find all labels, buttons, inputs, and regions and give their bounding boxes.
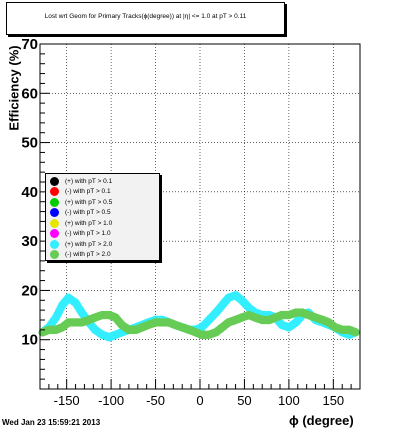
legend-marker xyxy=(50,208,59,217)
legend-label: (-) with pT > 0.5 xyxy=(65,209,111,216)
x-tick-label: 100 xyxy=(278,393,300,408)
legend-label: (+) with pT > 1.0 xyxy=(65,219,113,227)
x-tick-label: -50 xyxy=(146,393,165,408)
legend-marker xyxy=(50,218,59,228)
y-axis-title: Efficiency (%) xyxy=(6,45,22,131)
data-point xyxy=(351,328,360,337)
x-tick-label: 50 xyxy=(237,393,251,408)
y-tick-label: 30 xyxy=(21,233,38,250)
y-axis: 10 20 30 40 50 60 70 xyxy=(21,36,50,380)
legend-entry: (-) with pT > 1.0 xyxy=(50,229,111,239)
chart-marks xyxy=(38,291,360,342)
legend-marker xyxy=(50,187,59,196)
legend-label: (-) with pT > 0.1 xyxy=(65,188,111,195)
legend-entry: (-) with pT > 0.1 xyxy=(50,187,111,197)
legend-marker xyxy=(50,176,59,186)
x-axis-title: ϕ (degree) xyxy=(289,413,354,428)
grid-lines xyxy=(40,43,360,389)
x-tick-label: -100 xyxy=(98,393,124,408)
y-tick-label: 10 xyxy=(21,332,38,349)
x-tick-label: 0 xyxy=(196,393,203,408)
series-group xyxy=(38,308,360,339)
legend-label: (-) with pT > 2.0 xyxy=(65,251,111,258)
legend-entry: (+) with pT > 0.1 xyxy=(50,176,112,186)
chart-title: Lost wrt Geom for Primary Tracks(ϕ(degre… xyxy=(44,13,247,20)
legend-label: (+) with pT > 2.0 xyxy=(65,240,113,248)
legend-label: (+) with pT > 0.1 xyxy=(65,177,113,185)
legend-label: (+) with pT > 0.5 xyxy=(65,198,113,206)
x-tick-label: 150 xyxy=(322,393,344,408)
legend-marker xyxy=(50,239,59,249)
legend-entry: (-) with pT > 0.5 xyxy=(50,208,111,218)
chart-title-box: Lost wrt Geom for Primary Tracks(ϕ(degre… xyxy=(6,2,285,35)
timestamp-footer: Wed Jan 23 15:59:21 2013 xyxy=(2,418,101,427)
y-tick-label: 70 xyxy=(21,36,38,53)
y-tick-label: 60 xyxy=(21,85,38,102)
legend-entry: (+) with pT > 0.5 xyxy=(50,197,112,207)
y-tick-label: 20 xyxy=(21,282,38,299)
y-tick-label: 50 xyxy=(21,135,38,152)
x-axis: -150 -100 -50 0 50 100 150 xyxy=(48,379,352,408)
legend-label: (-) with pT > 1.0 xyxy=(65,230,111,237)
legend-marker xyxy=(50,197,59,207)
legend-entry: (-) with pT > 2.0 xyxy=(50,250,111,260)
legend-entry: (+) with pT > 2.0 xyxy=(50,239,112,249)
legend-marker xyxy=(50,250,59,259)
legend-entry: (+) with pT > 1.0 xyxy=(50,218,112,228)
y-tick-label: 40 xyxy=(21,184,38,201)
x-tick-label: -150 xyxy=(54,393,80,408)
legend-marker xyxy=(50,229,59,238)
legend: (+) with pT > 0.1 (-) with pT > 0.1 (+) wi… xyxy=(45,173,160,261)
